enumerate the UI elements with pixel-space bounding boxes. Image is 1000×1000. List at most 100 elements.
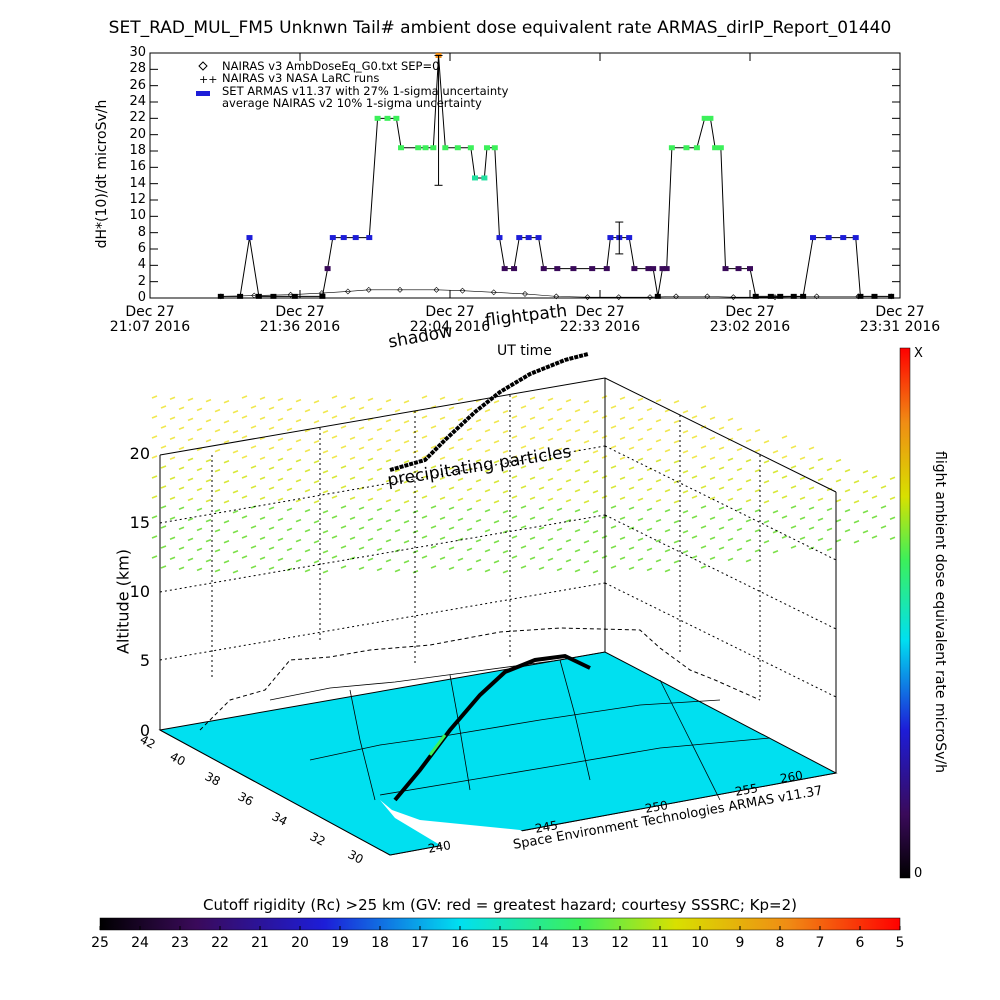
particle-mark bbox=[700, 565, 707, 569]
ground-map bbox=[158, 651, 838, 856]
particle-mark bbox=[178, 466, 185, 470]
particle-mark bbox=[709, 416, 716, 420]
particle-mark bbox=[529, 396, 536, 400]
particle-mark bbox=[151, 435, 158, 439]
particle-mark bbox=[655, 418, 662, 423]
particle-mark bbox=[439, 456, 446, 460]
particle-mark bbox=[340, 485, 347, 489]
armas-point bbox=[246, 235, 253, 241]
particle-mark bbox=[295, 418, 302, 423]
particle-mark bbox=[250, 425, 257, 429]
particle-mark bbox=[655, 538, 662, 543]
particle-mark bbox=[556, 487, 563, 492]
armas-point bbox=[291, 293, 298, 299]
particle-mark bbox=[304, 468, 311, 473]
particle-mark bbox=[232, 530, 239, 534]
particle-mark bbox=[880, 525, 887, 529]
particle-mark bbox=[745, 458, 752, 463]
particle-mark bbox=[349, 416, 356, 420]
particle-mark bbox=[493, 400, 500, 404]
particle-mark bbox=[340, 405, 347, 409]
particle-mark bbox=[232, 470, 239, 474]
particle-mark bbox=[376, 487, 383, 492]
particle-mark bbox=[493, 480, 500, 484]
particle-mark bbox=[358, 446, 365, 450]
particle-mark bbox=[619, 556, 626, 560]
particle-mark bbox=[682, 470, 689, 474]
particle-mark bbox=[853, 500, 860, 504]
particle-mark bbox=[367, 397, 374, 402]
particle-mark bbox=[223, 540, 230, 544]
particle-mark bbox=[700, 525, 707, 529]
scene-gridlines bbox=[159, 395, 837, 700]
armas-point bbox=[454, 145, 461, 151]
particle-mark bbox=[493, 540, 500, 544]
particle-mark bbox=[511, 515, 518, 519]
particle-mark bbox=[340, 545, 347, 549]
particle-mark bbox=[484, 408, 491, 413]
particle-mark bbox=[223, 440, 230, 444]
particle-mark bbox=[304, 448, 311, 453]
particle-mark bbox=[196, 507, 203, 512]
particle-mark bbox=[583, 520, 590, 524]
y-tick-label: 6 bbox=[137, 241, 146, 256]
particle-mark bbox=[592, 450, 599, 454]
particle-mark bbox=[484, 568, 491, 573]
y-tick-label: 10 bbox=[129, 208, 146, 224]
particle-mark bbox=[349, 436, 356, 440]
precipitating-particles-field bbox=[151, 395, 896, 574]
particle-mark bbox=[367, 457, 374, 462]
particle-mark bbox=[277, 537, 284, 542]
particle-mark bbox=[574, 408, 581, 413]
particle-mark bbox=[394, 508, 401, 513]
particle-mark bbox=[727, 517, 734, 522]
particle-mark bbox=[844, 528, 851, 533]
armas-point bbox=[645, 266, 652, 272]
particle-mark bbox=[583, 540, 590, 544]
particle-mark bbox=[664, 488, 671, 493]
particle-mark bbox=[565, 558, 572, 563]
particle-mark bbox=[565, 458, 572, 463]
armas-point bbox=[352, 235, 359, 241]
particle-mark bbox=[862, 530, 869, 534]
particle-mark bbox=[682, 530, 689, 534]
particle-mark bbox=[331, 435, 338, 439]
particle-mark bbox=[547, 417, 554, 422]
legend-armas-icon bbox=[196, 91, 210, 96]
particle-mark bbox=[439, 556, 446, 560]
particle-mark bbox=[772, 450, 779, 454]
particle-mark bbox=[250, 525, 257, 529]
particle-mark bbox=[700, 505, 707, 509]
particle-mark bbox=[520, 445, 527, 449]
particle-mark bbox=[376, 447, 383, 452]
particle-mark bbox=[358, 546, 365, 550]
particle-mark bbox=[385, 398, 392, 403]
particle-mark bbox=[709, 536, 716, 540]
particle-mark bbox=[790, 525, 797, 529]
particle-mark bbox=[610, 465, 617, 469]
particle-mark bbox=[295, 398, 302, 403]
particle-mark bbox=[835, 458, 842, 463]
particle-mark bbox=[259, 476, 266, 480]
particle-mark bbox=[709, 516, 716, 520]
y-axis-ticks bbox=[150, 52, 900, 299]
particle-mark bbox=[547, 557, 554, 562]
armas-point bbox=[398, 145, 405, 151]
particle-mark bbox=[187, 517, 194, 522]
particle-mark bbox=[331, 495, 338, 499]
particle-mark bbox=[871, 475, 878, 479]
particle-mark bbox=[187, 537, 194, 542]
particle-mark bbox=[178, 526, 185, 530]
nairas-point bbox=[522, 290, 528, 297]
particle-mark bbox=[367, 477, 374, 482]
cutoff-rigidity-tick-label: 19 bbox=[331, 935, 349, 951]
armas-point bbox=[852, 235, 859, 241]
particle-mark bbox=[691, 475, 698, 479]
particle-mark bbox=[493, 440, 500, 444]
particle-mark bbox=[286, 527, 293, 532]
particle-mark bbox=[781, 515, 788, 519]
particle-mark bbox=[160, 565, 167, 569]
particle-mark bbox=[151, 555, 158, 559]
y-tick-label: 18 bbox=[129, 143, 146, 158]
particle-mark bbox=[457, 537, 464, 542]
